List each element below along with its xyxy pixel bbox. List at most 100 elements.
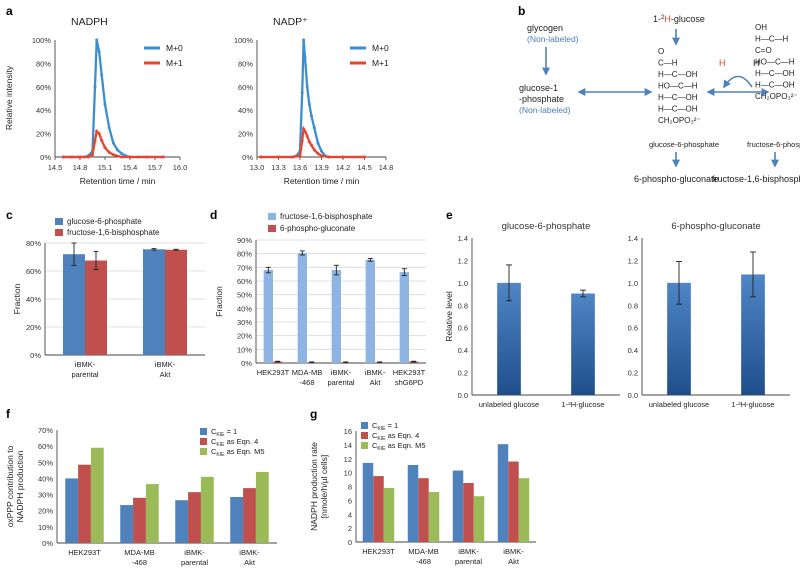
panel-label-c: c [6,208,13,222]
f-bar-0-3 [230,496,244,543]
d-ylabel-line: Fraction [214,286,224,317]
c-ytick-label: 60% [26,267,41,276]
panel-label-e: e [446,208,453,222]
legend-c: C [372,441,378,450]
legend-swatch-7 [361,432,368,439]
f6p_struct-line-3: HO—C—H [755,58,795,67]
c-category-label: iBMK-Akt [155,360,176,379]
g6p_struct-line-2: H—C—OH [658,70,698,79]
f-category-line: iBMK- [184,548,205,557]
d-category-line: HEK293T [393,368,426,377]
d-category-label: iBMK-Akt [365,368,386,387]
a2-point-M+1 [341,155,345,159]
a2-point-M+0 [309,114,313,118]
c-ylabel-line: Fraction [12,283,22,314]
c-category-line: Akt [160,370,172,379]
d-legend-label: 6-phospho-gluconate [280,224,356,233]
fructose-6-phosphate-label: fructose-6-phosphate [747,140,800,149]
d-category-line: MDA-MB [292,368,322,377]
e1-ytick-label: 0.6 [458,324,468,333]
d-ylabel: Fraction [214,286,224,317]
c-legend-swatch [55,218,63,225]
e2-ytick-label: 0.6 [628,324,638,333]
a1-title: NADPH [71,16,108,28]
g-bar-2-1 [428,492,440,542]
f6p_struct-line-1: H—C—H [755,35,789,44]
d-category-line: iBMK- [365,368,386,377]
g-ytick-label: 16 [344,427,352,436]
d-category-line: Akt [370,378,382,387]
f-category-label: MDA-MB -468 [124,548,154,567]
g-ylabel-line: NADPH production rate [309,442,319,531]
e2-ytick-label: 1.2 [628,256,638,265]
e2-category-label: 1-²H-glucose [732,400,775,409]
g-bar-1-1 [418,478,429,542]
glucose-1-phosphate-line1: glucose-1 [519,83,558,93]
legend-kie-sub: KIE [216,442,225,448]
f-bar-2-2 [200,476,214,543]
a1-xlabel: Retention time / min [80,176,156,186]
c-category-line: parental [71,370,98,379]
d-ytick-label: 20% [237,332,252,341]
a1-ylabel: Relative intensity [4,65,14,130]
g-ylabel-line: [nmole/h/µl cells] [319,455,329,518]
c-bar-0-0 [63,254,85,355]
f-bar-1-1 [133,497,146,543]
e1-bar-1 [571,293,595,395]
glucose-6-phosphate-label: glucose-6-phosphate [649,140,719,149]
d-category-line: -468 [299,378,314,387]
c-legend-label: glucose-6-phosphate [67,217,142,226]
a2-title: NADP⁺ [273,16,308,28]
panel-label-d: d [210,208,217,222]
g-ytick-label: 12 [344,455,352,464]
d-category-label: HEK293T [257,368,290,377]
a2-xtick-label: 13.3 [271,163,286,172]
e1-title: glucose-6-phosphate [502,221,591,232]
g-category-label: MDA-MB -468 [408,547,438,566]
a2-xtick-label: 14.2 [336,163,351,172]
a2-point-M+1 [320,154,323,158]
e1-ytick-label: 1.4 [458,234,468,243]
f-ytick-label: 30% [38,491,53,500]
g6p_struct-line-4: H—C—OH [658,93,698,102]
e2-ytick-label: 1.0 [628,279,638,288]
a1-point-M+1 [100,139,104,143]
f-category-line: iBMK- [239,548,260,557]
a2-point-M+1 [327,155,331,159]
f-ytick-label: 0% [42,539,53,548]
f-ytick-label: 60% [38,442,53,451]
f-category-label: HEK293T [68,548,101,557]
fructose-bisphosphate-label: fructose-1,6-bisphosphate [712,174,800,184]
f6p_struct-line-6: CH₂OPO₃²⁻ [755,92,798,101]
h-black-label: H [753,58,760,68]
glucose-1-phosphate-line2: -phosphate [519,94,564,104]
e2-ytick-label: 0.4 [628,346,638,355]
f-ylabel-line: NADPH production [15,450,25,522]
a2-xtick-label: 13.9 [314,163,329,172]
legend-swatch-7 [361,422,368,429]
a2-point-M+0 [320,149,323,153]
a2-point-M+1 [316,151,320,155]
a1-xtick-label: 15.7 [148,163,163,172]
e2-bar-0 [667,282,691,395]
a2-point-M+1 [259,155,263,159]
a2-xtick-label: 14.8 [379,163,394,172]
f-ytick-label: 40% [38,474,53,483]
a2-ytick-label: 100% [234,36,254,45]
a2-point-M+1 [298,154,302,158]
legend-kie-sub: KIE [377,446,386,452]
a1-legend-label: M+0 [166,43,183,53]
f-bar-2-0 [90,447,104,543]
legend-label-7: CKIE as Eqn. 4 [372,431,419,442]
f-ylabel-line: oxPPP contribution to [5,445,15,527]
a2-ytick-label: 40% [238,106,253,115]
a1-legend-label: M+1 [166,58,183,68]
f6p_struct-line-5: H—C—OH [755,81,795,90]
legend-c: C [211,447,217,456]
a1-point-M+0 [103,102,107,106]
legend-c: C [372,431,378,440]
e2-bar-1 [741,274,765,395]
a2-ytick-label: 80% [238,59,253,68]
panel-label-a: a [6,4,13,18]
